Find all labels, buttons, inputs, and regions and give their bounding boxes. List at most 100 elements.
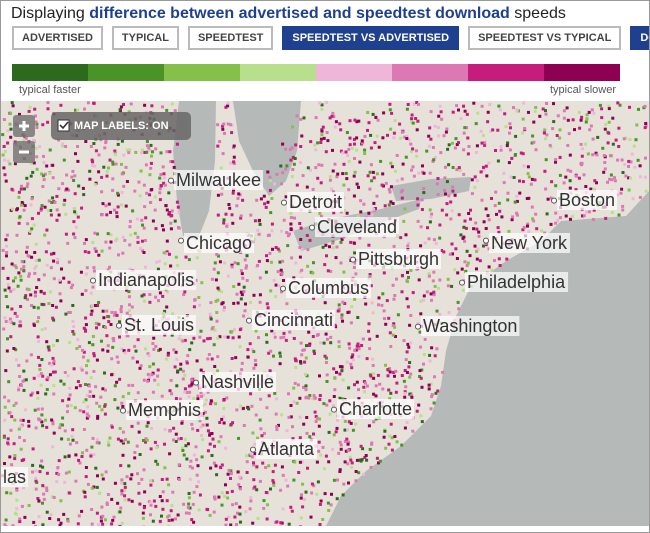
speed-dot xyxy=(378,459,382,463)
speed-dot xyxy=(638,175,642,179)
speed-dot xyxy=(6,141,10,145)
speed-dot xyxy=(136,472,139,476)
speed-dot xyxy=(545,133,549,137)
speed-dot xyxy=(619,191,623,195)
zoom-out[interactable] xyxy=(13,141,35,163)
speed-dot xyxy=(392,297,396,301)
speed-dot xyxy=(400,290,404,294)
tab[interactable]: SPEEDTEST VS TYPICAL xyxy=(468,26,622,50)
speed-dot xyxy=(337,340,341,344)
speed-dot xyxy=(56,257,60,261)
speed-dot xyxy=(206,508,210,512)
speed-dot xyxy=(37,374,41,378)
tab[interactable]: SPEEDTEST xyxy=(187,26,274,50)
speed-dot xyxy=(177,210,181,214)
speed-dot xyxy=(121,235,125,239)
speed-dot xyxy=(634,138,638,142)
speed-dot xyxy=(81,186,85,190)
tab[interactable]: SPEEDTEST VS ADVERTISED xyxy=(282,26,460,50)
speed-dot xyxy=(64,232,68,236)
speed-dot xyxy=(252,350,256,354)
speed-dot xyxy=(271,470,275,474)
speed-dot xyxy=(250,347,254,351)
speed-dot xyxy=(136,240,140,244)
speed-dot xyxy=(9,289,13,293)
speed-dot xyxy=(624,174,628,178)
speed-dot xyxy=(92,266,96,270)
speed-dot xyxy=(304,356,308,360)
speed-dot xyxy=(110,497,114,501)
speed-dot xyxy=(197,480,200,484)
speed-dot xyxy=(239,404,243,408)
speed-dot xyxy=(447,194,451,198)
speed-dot xyxy=(392,370,396,374)
speed-dot xyxy=(482,168,485,172)
speed-dot xyxy=(353,251,357,255)
tab[interactable]: ADVERTISED xyxy=(12,26,103,50)
speed-dot xyxy=(224,212,228,216)
speed-dot xyxy=(276,247,280,251)
speed-dot xyxy=(151,362,155,366)
speed-dot xyxy=(445,180,449,184)
speed-dot xyxy=(345,437,349,441)
speed-dot xyxy=(389,185,393,189)
toggle-background[interactable] xyxy=(51,112,191,140)
speed-dot xyxy=(514,134,518,138)
speed-dot xyxy=(384,363,387,367)
speed-dot xyxy=(265,333,268,337)
speed-dot xyxy=(216,213,220,217)
speed-dot xyxy=(258,300,262,304)
speed-dot xyxy=(226,335,230,339)
speed-dot xyxy=(635,123,639,127)
speed-dot xyxy=(110,522,114,526)
speed-dot xyxy=(394,335,397,338)
speed-dot xyxy=(63,371,67,374)
speed-dot xyxy=(23,296,27,300)
speed-dot xyxy=(144,216,148,220)
speed-dot xyxy=(220,290,223,294)
speed-dot xyxy=(291,437,295,441)
city-label: New York xyxy=(491,233,568,253)
speed-dot xyxy=(52,370,55,374)
speed-dot xyxy=(228,206,232,210)
speed-dot xyxy=(34,487,38,491)
speed-dot xyxy=(145,424,149,428)
zoom-in[interactable] xyxy=(13,115,35,137)
speed-dot xyxy=(84,329,87,333)
speed-dot xyxy=(350,461,354,465)
speed-dot xyxy=(318,211,322,215)
speed-dot xyxy=(58,426,62,430)
speed-dot xyxy=(76,108,80,112)
speed-dot xyxy=(429,382,433,386)
speed-dot xyxy=(302,422,306,426)
speed-dot xyxy=(144,398,147,402)
speed-dot xyxy=(546,197,550,201)
speed-dot xyxy=(102,325,106,329)
speed-dot xyxy=(100,473,104,477)
tab[interactable]: DOWN xyxy=(630,26,649,50)
speed-dot xyxy=(338,470,342,473)
speed-dot xyxy=(467,145,471,148)
speed-dot xyxy=(337,345,341,349)
speed-dot xyxy=(72,220,76,224)
header-suffix: speeds xyxy=(514,5,566,22)
tab[interactable]: TYPICAL xyxy=(111,26,179,50)
speed-dot xyxy=(549,196,553,200)
speed-dot xyxy=(23,187,26,191)
labels-toggle[interactable]: MAP LABELS: ON xyxy=(51,112,191,140)
speed-dot xyxy=(455,168,459,172)
speed-dot xyxy=(77,514,81,518)
speed-dot xyxy=(463,239,467,243)
speed-dot xyxy=(253,442,257,446)
city-marker xyxy=(246,317,252,324)
checkbox[interactable] xyxy=(57,119,70,132)
speed-dot xyxy=(128,148,132,152)
speed-dot xyxy=(29,174,33,178)
speed-dot xyxy=(534,148,538,152)
speed-dot xyxy=(578,126,582,130)
speed-dot xyxy=(100,249,104,253)
speed-dot xyxy=(362,380,366,383)
speed-dot xyxy=(292,337,296,340)
speed-dot xyxy=(473,244,477,248)
